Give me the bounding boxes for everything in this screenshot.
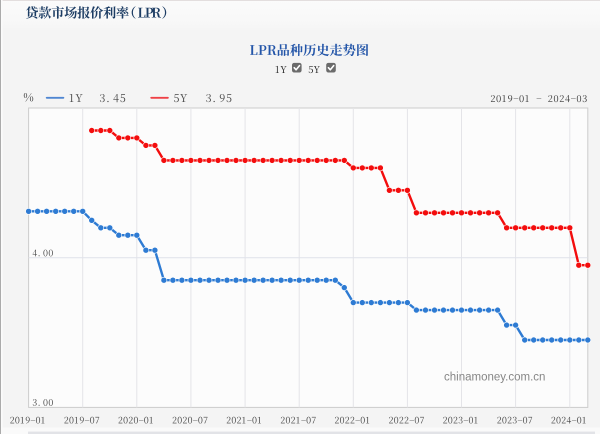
svg-text:chinamoney.com.cn: chinamoney.com.cn xyxy=(444,371,545,383)
